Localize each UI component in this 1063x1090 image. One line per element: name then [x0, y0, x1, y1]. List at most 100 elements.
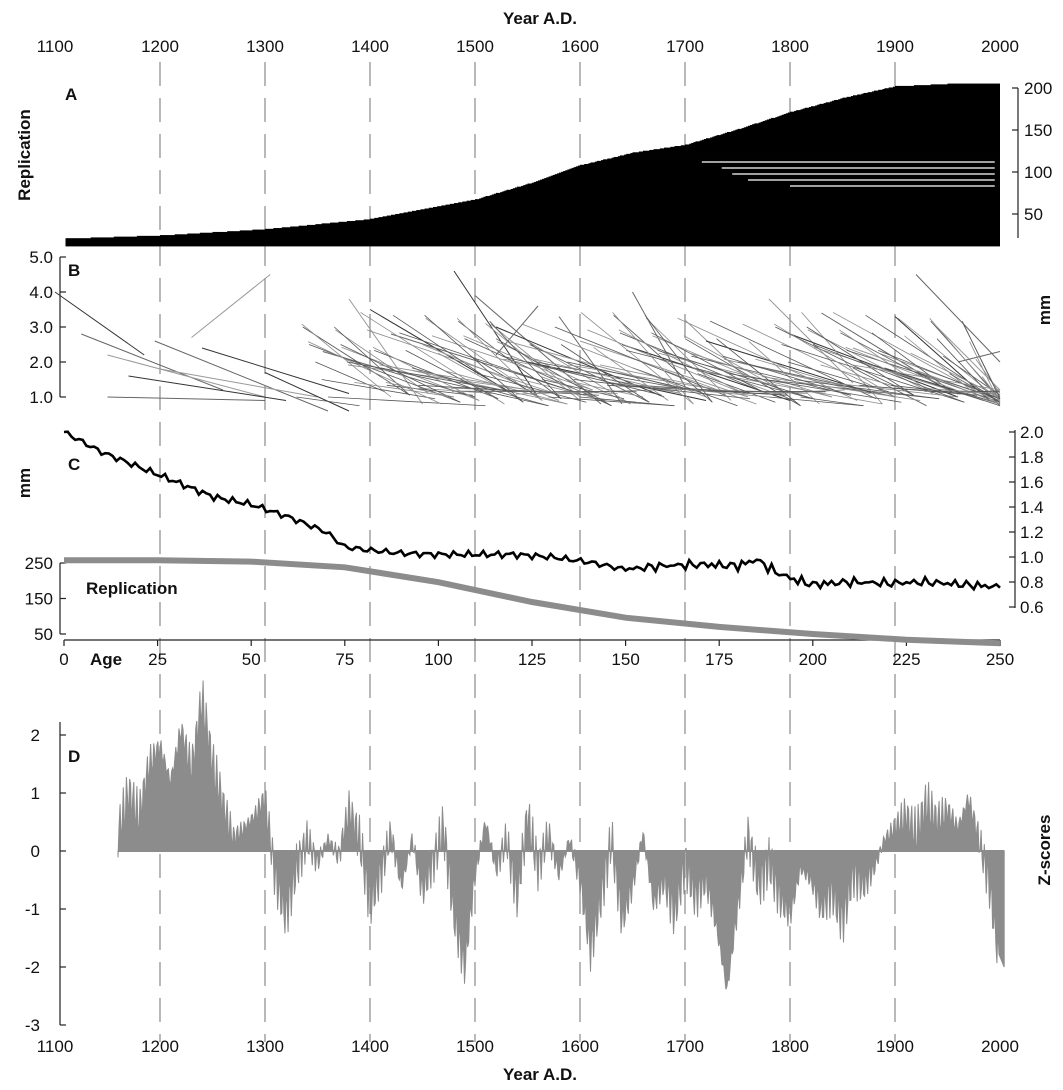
ring-width-segment: [418, 384, 599, 396]
ring-width-segment: [327, 396, 486, 407]
ring-width-segment: [845, 347, 984, 401]
ring-width-segment: [664, 370, 757, 405]
ring-width-segment: [632, 367, 738, 407]
replication-bar: [577, 165, 1000, 167]
ring-width-segment: [450, 387, 618, 394]
ring-width-segment: [710, 320, 877, 400]
ring-width-segment: [936, 326, 1001, 391]
replication-bar: [874, 90, 1000, 92]
ring-width-segment: [768, 298, 854, 384]
replication-bar: [783, 114, 1000, 116]
panel-c-letter: C: [68, 455, 80, 474]
replication-bar: [699, 140, 1000, 142]
c-age-tick-label: 125: [518, 650, 546, 669]
replication-bar: [603, 159, 1000, 161]
replication-bar: [475, 199, 1000, 201]
panel-a: A Replication 200 150 100 50: [15, 79, 1052, 247]
replication-bar: [252, 229, 1000, 231]
panel-c-ylabel: mm: [15, 468, 34, 498]
replication-bar: [378, 217, 1000, 219]
replication-bar: [588, 163, 1000, 165]
replication-bar: [653, 149, 1000, 151]
z-score-fill: [117, 680, 1005, 990]
replication-bar: [483, 196, 1000, 198]
replication-bars: [65, 83, 1001, 247]
replication-bar: [491, 194, 1000, 196]
replication-bar: [458, 202, 1000, 204]
ring-width-segment: [154, 340, 329, 412]
replication-bar: [544, 178, 1000, 180]
replication-bar: [611, 157, 1000, 159]
ring-width-segment: [961, 320, 1001, 399]
replication-bar: [695, 141, 1000, 143]
replication-bar: [706, 138, 1000, 140]
panel-a-ylabel: Replication: [15, 109, 34, 201]
ring-width-segment: [385, 382, 455, 398]
d-bottom-tick-label: 1700: [666, 1037, 704, 1056]
ring-width-segment: [851, 364, 1001, 391]
ring-width-segment: [696, 370, 883, 405]
replication-bar: [399, 213, 1000, 215]
panel-a-right-axis: 200 150 100 50: [1012, 79, 1052, 238]
replication-bar: [199, 232, 1000, 234]
replication-bar: [790, 111, 1000, 113]
c-age-tick-label: 250: [986, 650, 1014, 669]
ring-width-segment: [419, 387, 492, 394]
c-right-tick-label: 1.8: [1020, 448, 1044, 467]
ring-width-segment: [560, 344, 650, 403]
replication-bar: [649, 149, 1000, 152]
replication-bar: [298, 225, 1001, 227]
replication-bar: [861, 93, 1000, 95]
replication-bar: [754, 123, 1000, 125]
replication-bar: [825, 102, 1000, 104]
replication-bar: [552, 174, 1000, 177]
replication-bar: [863, 92, 1000, 95]
replication-bar: [701, 139, 1000, 141]
ring-width-segment: [495, 338, 612, 407]
replication-bar: [479, 198, 1000, 200]
replication-bar: [65, 238, 1000, 241]
replication-bar: [947, 83, 1000, 85]
replication-bar: [510, 188, 1000, 191]
ring-width-segment: [812, 344, 965, 403]
c-right-tick-label: 0.8: [1020, 573, 1044, 592]
panel-d-left-axis: 2 1 0 -1 -2 -3: [25, 722, 66, 1035]
replication-bar: [569, 168, 1000, 170]
replication-bar: [273, 228, 1000, 230]
ring-width-segment: [839, 329, 934, 394]
d-left-tick-label: -2: [25, 958, 40, 977]
ring-width-segment: [456, 317, 543, 401]
panel-c-right-axis: 2.0 1.8 1.6 1.4 1.2 1.0 0.8 0.6: [1009, 423, 1044, 617]
replication-bar: [867, 92, 1000, 94]
d-left-tick-label: -1: [25, 900, 40, 919]
replication-bar: [374, 217, 1000, 220]
ring-width-segments: [54, 270, 1001, 412]
ring-width-segment: [587, 329, 744, 394]
replication-bar: [65, 244, 1000, 246]
replication-bar: [485, 196, 1000, 198]
replication-bar: [643, 150, 1000, 152]
replication-bar: [710, 137, 1000, 139]
ring-width-segment: [159, 368, 318, 398]
replication-bar: [523, 185, 1000, 187]
replication-bar: [330, 222, 1001, 224]
ring-width-segment: [599, 364, 719, 391]
mean-ring-width-line: [63, 430, 1001, 592]
replication-bar: [538, 180, 1000, 182]
ring-width-segment: [651, 332, 763, 393]
replication-bar: [65, 238, 1000, 240]
top-tick-label: 1400: [351, 37, 389, 56]
ring-width-segment: [890, 384, 977, 396]
replication-bar: [416, 210, 1000, 212]
ring-width-segment: [949, 373, 1001, 403]
top-tick-label: 1300: [246, 37, 284, 56]
replication-bar: [462, 201, 1000, 203]
replication-bar: [65, 241, 1000, 243]
ring-width-segment: [923, 387, 996, 394]
ring-width-segment: [574, 382, 644, 398]
ring-width-segment: [800, 396, 864, 407]
replication-bar: [355, 220, 1000, 222]
ring-width-segment: [742, 323, 896, 398]
ring-width-segment: [107, 354, 266, 398]
early-end-bar: [538, 181, 691, 186]
